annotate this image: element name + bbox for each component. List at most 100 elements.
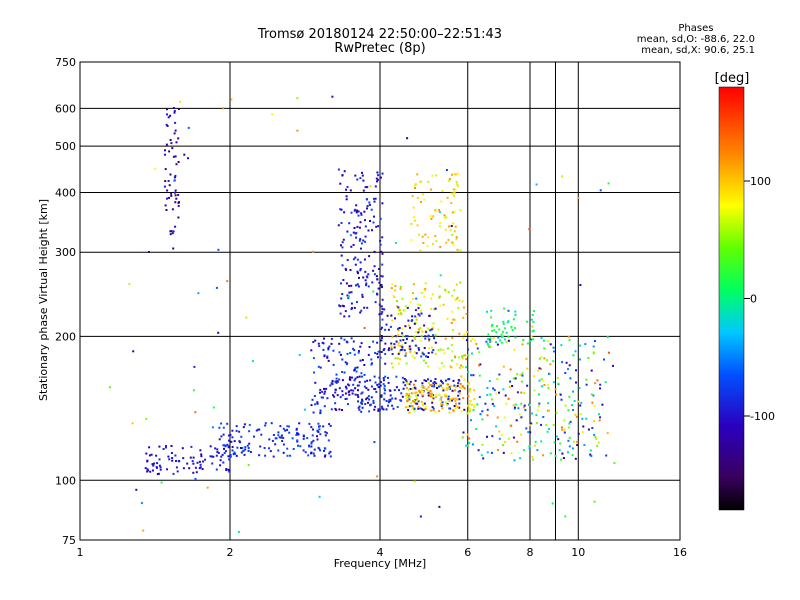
data-point <box>155 454 158 457</box>
data-point <box>335 381 338 384</box>
data-point <box>357 406 360 409</box>
data-point <box>379 408 382 411</box>
data-point <box>310 452 312 455</box>
data-point <box>448 179 451 182</box>
data-point <box>427 356 429 358</box>
data-point <box>427 327 429 330</box>
data-point <box>451 173 453 176</box>
data-point <box>443 216 446 219</box>
data-point <box>411 292 414 295</box>
data-point <box>559 393 562 396</box>
data-point <box>422 241 425 244</box>
data-point <box>408 398 411 401</box>
data-point <box>546 409 549 412</box>
data-point <box>546 384 549 387</box>
data-point <box>450 225 453 227</box>
data-point <box>354 387 357 390</box>
data-point <box>554 454 557 457</box>
data-point <box>359 345 362 348</box>
data-point <box>466 433 469 436</box>
data-point <box>397 306 400 309</box>
data-point <box>392 295 395 298</box>
data-point <box>377 174 380 177</box>
data-point <box>400 392 403 395</box>
data-point <box>445 387 448 390</box>
data-point <box>158 464 161 467</box>
data-point <box>522 449 525 452</box>
colorbar-label: [deg] <box>715 71 750 86</box>
data-point <box>260 433 263 436</box>
data-point <box>183 153 186 156</box>
data-point <box>445 395 448 398</box>
data-point <box>407 324 410 327</box>
data-point <box>473 404 476 407</box>
data-point <box>330 337 333 340</box>
data-point <box>209 455 212 458</box>
data-point <box>460 375 463 378</box>
data-point <box>432 409 435 412</box>
data-point <box>382 377 385 379</box>
data-point <box>407 393 410 395</box>
data-point <box>358 405 361 408</box>
data-point <box>509 380 512 383</box>
data-point <box>384 362 387 365</box>
data-point <box>556 376 559 379</box>
x-tick-label: 4 <box>377 546 384 559</box>
data-point <box>340 337 343 340</box>
data-point <box>495 331 498 334</box>
data-point <box>389 398 392 401</box>
data-point <box>451 310 454 313</box>
data-point <box>395 375 398 378</box>
data-point <box>342 238 345 241</box>
data-point <box>589 449 592 452</box>
data-point <box>533 389 536 392</box>
data-point <box>457 394 460 397</box>
data-point <box>487 333 490 336</box>
data-point <box>366 205 369 207</box>
data-point <box>467 382 470 385</box>
data-point <box>173 179 176 182</box>
data-point <box>387 376 389 379</box>
data-point <box>448 407 451 410</box>
data-point <box>357 214 360 217</box>
data-point <box>145 452 148 455</box>
data-point <box>342 279 345 281</box>
data-point <box>542 416 545 418</box>
data-point <box>165 209 168 211</box>
data-point <box>338 342 341 345</box>
data-point <box>228 458 231 461</box>
data-point <box>552 424 555 426</box>
data-point <box>530 318 533 321</box>
data-point <box>343 315 346 318</box>
data-point <box>458 392 461 395</box>
data-point <box>465 339 468 342</box>
data-point <box>201 468 204 470</box>
data-point <box>448 399 451 402</box>
data-point <box>400 312 402 315</box>
data-point <box>455 405 458 408</box>
data-point <box>456 385 459 387</box>
data-point <box>172 230 175 233</box>
data-point <box>361 406 364 409</box>
data-point <box>461 436 464 439</box>
data-point <box>498 391 500 394</box>
data-point <box>419 327 422 330</box>
data-point <box>592 352 595 355</box>
data-point <box>502 388 505 391</box>
data-point <box>540 356 543 359</box>
data-point <box>451 233 454 236</box>
data-point <box>399 358 401 361</box>
data-point <box>497 449 499 452</box>
data-point <box>430 392 433 395</box>
data-point <box>446 317 449 320</box>
data-point <box>495 392 498 395</box>
data-point <box>308 422 311 425</box>
data-point <box>413 322 416 325</box>
data-point <box>435 384 438 387</box>
data-point <box>217 248 220 251</box>
data-point <box>323 449 325 452</box>
data-point <box>468 402 471 405</box>
data-point <box>537 405 540 408</box>
data-point <box>340 208 343 211</box>
data-point <box>376 383 379 386</box>
